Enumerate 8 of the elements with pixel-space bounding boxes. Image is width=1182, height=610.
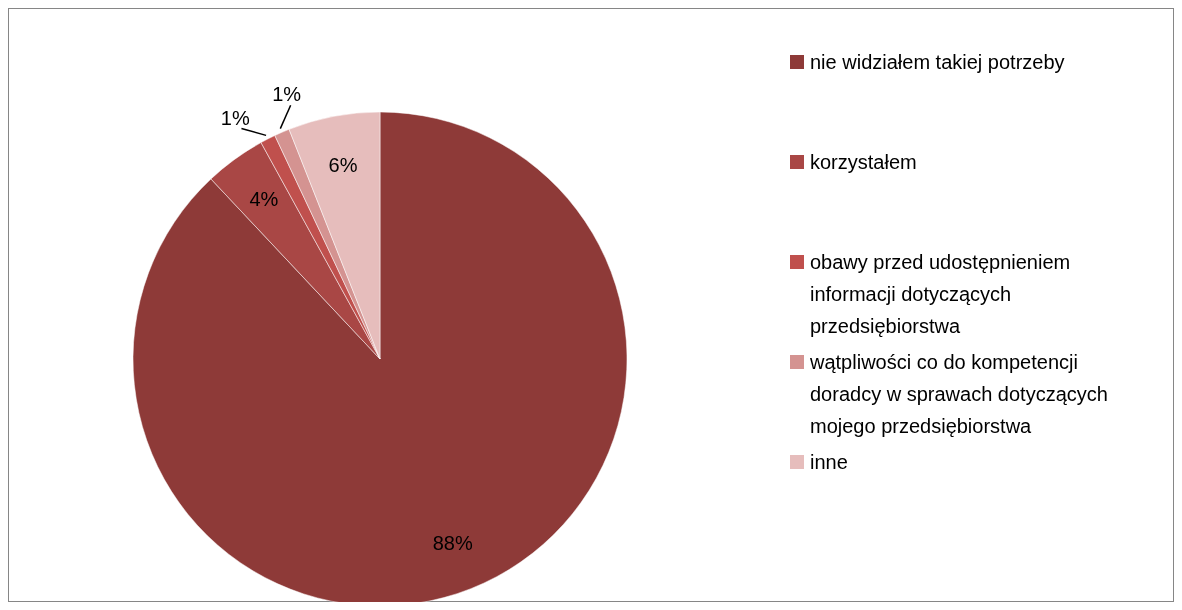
- data-label: 4%: [249, 188, 279, 211]
- data-label: 88%: [432, 531, 473, 554]
- legend-label: korzystałem: [810, 151, 917, 173]
- data-label: 6%: [328, 153, 358, 176]
- legend-label: nie widziałem takiej potrzeby: [810, 51, 1065, 73]
- legend-label: inne: [810, 451, 848, 473]
- data-label: 1%: [220, 107, 250, 130]
- data-label: 1%: [272, 82, 302, 105]
